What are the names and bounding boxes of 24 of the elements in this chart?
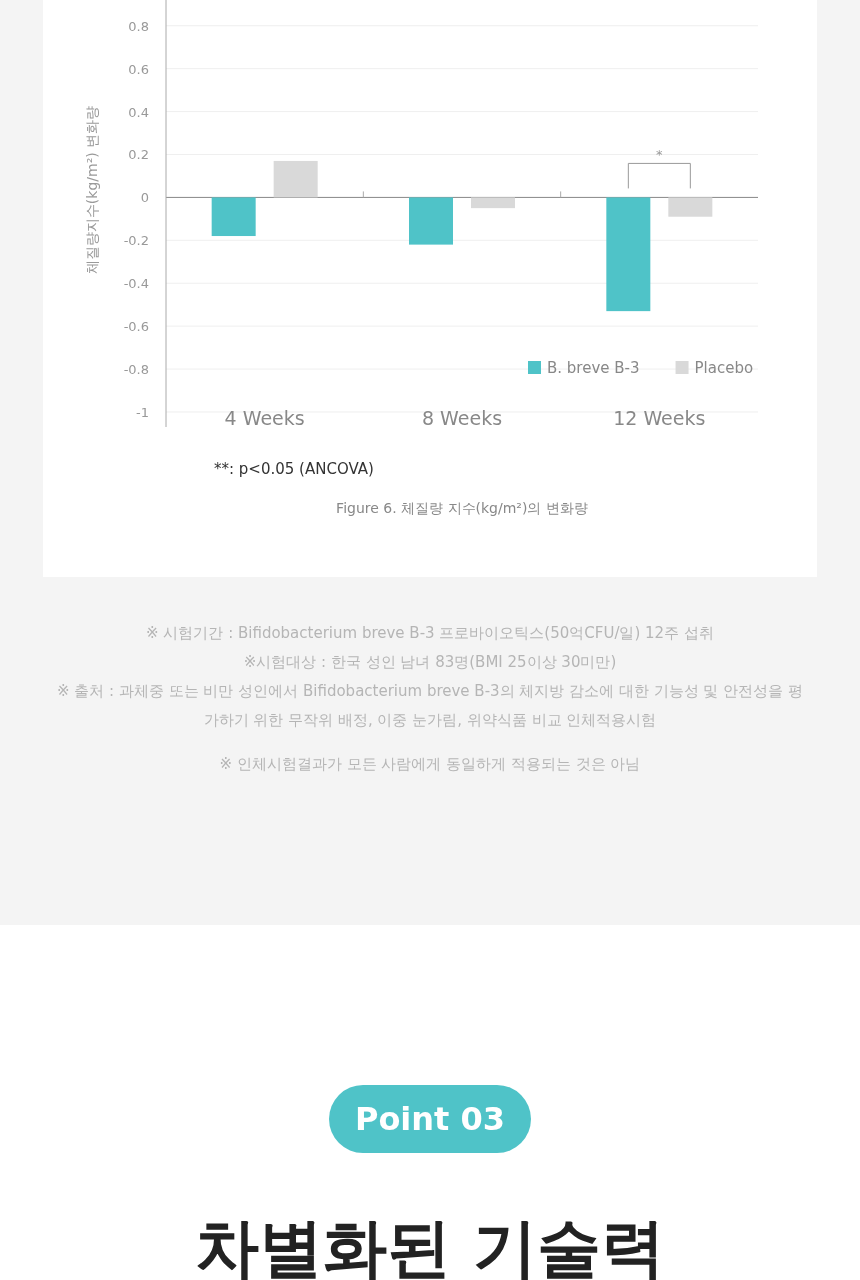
y-axis-title: 체질량지수(kg/m²) 변화량	[84, 105, 100, 275]
y-tick-label: 0.4	[128, 104, 149, 120]
y-tick-label: 0	[140, 190, 149, 206]
text: ※ 인체시험결과가 모든 사람에게 동일하게 적용되는 것은 아님	[218, 754, 642, 775]
y-tick-label: -0.2	[123, 233, 149, 249]
x-tick-label: 12 Weeks	[613, 407, 706, 429]
x-tick-label: 8 Weeks	[421, 407, 503, 429]
y-tick-label: -0.8	[123, 362, 149, 378]
text: **: p<0.05 (ANCOVA)	[214, 460, 374, 478]
annotation: *	[656, 147, 664, 163]
text: Figure 6. 체질량 지수(kg/m²)의 변화량	[336, 500, 588, 516]
x-tick-label: 4 Weeks	[224, 407, 305, 429]
text: ※시험대상 : 한국 성인 남녀 83명(BMI 25이상 30미만)	[242, 652, 618, 673]
y-tick-label: -1	[136, 404, 149, 420]
y-tick-label: 0.8	[128, 18, 149, 34]
legend-label: B. breve B-3	[547, 359, 640, 377]
y-tick-label: 0.2	[128, 147, 149, 163]
text: ※ 출처 : 과체중 또는 비만 성인에서 Bifidobacterium breve B-3의 체지방 감소에 대한 기능성 및 안전성을 평가하기 위한 무작위 배정, 이중 눈가림, 위약식품 비교 인체적용시험	[56, 681, 804, 731]
text: Point 03	[329, 1085, 531, 1153]
text: ※ 시험기간 : Bifidobacterium breve B-3 프로바이오틱스(50억CFU/일) 12주 섭취	[145, 623, 715, 644]
y-tick-label: 0.6	[128, 61, 149, 77]
y-tick-label: -0.4	[123, 276, 149, 292]
legend-label: Placebo	[694, 359, 754, 377]
y-tick-label: -0.6	[123, 319, 149, 335]
